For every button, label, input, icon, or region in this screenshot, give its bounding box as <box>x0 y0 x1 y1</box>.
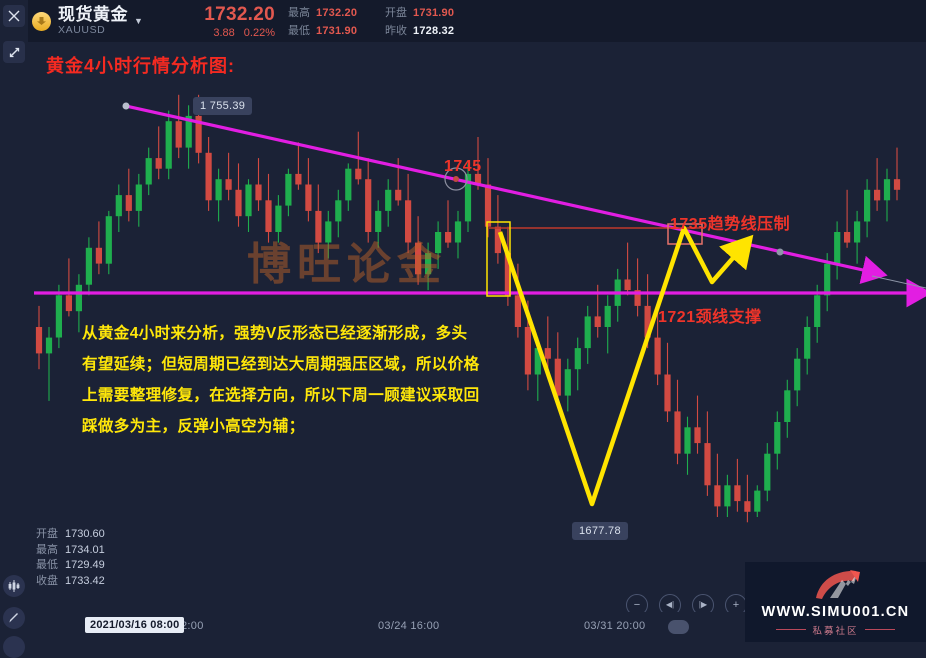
gold-coin-icon <box>32 11 51 31</box>
ohlc-close-row: 收盘 1733.42 <box>36 574 105 590</box>
quote-open-label: 开盘 <box>385 7 407 19</box>
quote-prevclose-value: 1728.32 <box>413 25 455 37</box>
ohlc-high-value: 1734.01 <box>65 543 105 556</box>
chevron-down-icon[interactable]: ▼ <box>134 16 143 26</box>
pencil-icon[interactable] <box>3 607 25 629</box>
ohlc-low-label: 最低 <box>36 559 58 571</box>
rocket-arrow-logo-icon <box>815 569 860 599</box>
logo-url: WWW.SIMU001.CN <box>761 603 910 620</box>
close-icon[interactable] <box>3 5 25 27</box>
change-percent: 0.22% <box>243 27 275 39</box>
time-tick-3: 03/31 20:00 <box>584 620 646 632</box>
ohlc-open-value: 1730.60 <box>65 528 105 540</box>
analysis-title-annotation: 黄金4小时行情分析图: <box>46 56 236 76</box>
annotation-1745: 1745 <box>444 158 482 175</box>
candlestick-svg <box>35 94 901 523</box>
ohlc-close-label: 收盘 <box>36 574 58 587</box>
time-tick-2: 03/24 16:00 <box>378 620 440 632</box>
time-tick-1: 2:00 <box>181 620 204 632</box>
ohlc-open-row: 开盘 1730.60 <box>36 527 105 543</box>
chart-plot-area[interactable] <box>28 42 926 612</box>
symbol-text-group: 现货黄金 XAUUSD <box>58 5 128 37</box>
drawings-overlay-svg <box>34 102 926 507</box>
annotation-1735-resistance: 1735趋势线压制 <box>670 216 791 233</box>
crosshair-icon[interactable] <box>3 41 25 63</box>
ohlc-high-label: 最高 <box>36 543 58 556</box>
price-marker-low: 1677.78 <box>572 522 628 540</box>
analysis-commentary: 从黄金4小时来分析，强势V反形态已经逐渐形成，多头有望延续；但短周期已经到达大周… <box>82 325 480 435</box>
quote-low-label: 最低 <box>288 25 310 37</box>
quote-high: 最高 1732.20 <box>288 6 357 20</box>
logo-subtitle: 私募社区 <box>812 625 859 637</box>
ohlc-legend: 开盘 1730.60 最高 1734.01 最低 1729.49 收盘 1733.42 <box>36 527 105 589</box>
logo-divider-right <box>864 629 895 630</box>
quote-prevclose-label: 昨收 <box>385 25 407 37</box>
left-toolbar <box>0 0 28 658</box>
site-logo: WWW.SIMU001.CN 私募社区 <box>745 562 926 642</box>
quote-open-value: 1731.90 <box>413 7 455 19</box>
quote-header: 现货黄金 XAUUSD ▼ 1732.20 3.88 0.22% 最高 1732… <box>0 0 926 42</box>
ohlc-close-value: 1733.42 <box>65 574 105 587</box>
last-price: 1732.20 <box>204 4 275 25</box>
axis-scroll-handle[interactable] <box>668 620 689 634</box>
ohlc-low-row: 最低 1729.49 <box>36 558 105 574</box>
symbol-name: 现货黄金 <box>58 5 128 24</box>
ohlc-low-value: 1729.49 <box>65 559 105 571</box>
more-tools-icon[interactable] <box>3 636 25 658</box>
quote-open: 开盘 1731.90 <box>385 6 454 20</box>
logo-divider-left <box>776 629 807 630</box>
quote-column-1: 最高 1732.20 最低 1731.90 <box>288 6 357 38</box>
quote-column-2: 开盘 1731.90 昨收 1728.32 <box>385 6 454 38</box>
quote-high-label: 最高 <box>288 7 310 19</box>
last-price-block: 1732.20 3.88 0.22% <box>183 4 275 40</box>
logo-subtitle-row: 私募社区 <box>776 623 895 637</box>
quote-low-value: 1731.90 <box>316 25 358 37</box>
change-absolute: 3.88 <box>213 27 235 39</box>
annotation-1721-support: 1721颈线支撑 <box>658 309 762 326</box>
crosshair-time-label: 2021/03/16 08:00 <box>85 617 185 633</box>
price-marker-high: 1 755.39 <box>193 97 253 115</box>
quote-low: 最低 1731.90 <box>288 24 357 38</box>
quote-prevclose: 昨收 1728.32 <box>385 24 454 38</box>
change-row: 3.88 0.22% <box>183 26 275 40</box>
ohlc-open-label: 开盘 <box>36 528 58 540</box>
candlestick-icon[interactable] <box>3 575 25 597</box>
ohlc-high-row: 最高 1734.01 <box>36 543 105 559</box>
quote-high-value: 1732.20 <box>316 7 358 19</box>
symbol-code: XAUUSD <box>58 24 106 36</box>
symbol-block[interactable]: 现货黄金 XAUUSD ▼ <box>32 0 143 42</box>
